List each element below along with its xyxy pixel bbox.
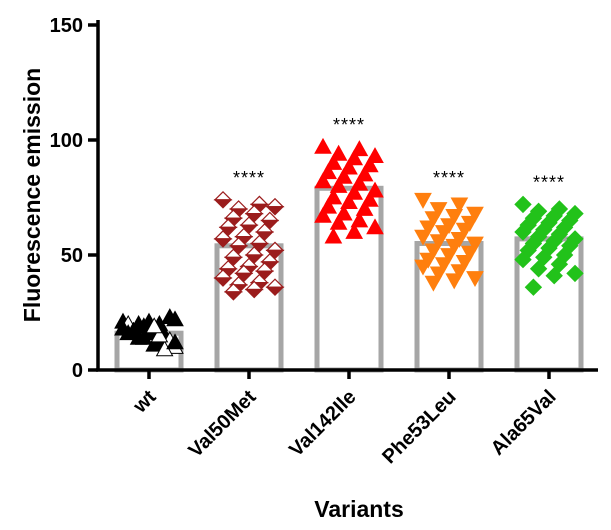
y-tick-label: 0: [72, 360, 83, 382]
data-point: [223, 282, 243, 301]
data-point: [524, 278, 543, 296]
data-point: [466, 271, 484, 288]
data-point: [244, 280, 264, 299]
significance-label: ****: [433, 168, 465, 188]
data-point: [455, 255, 474, 271]
data-point: [329, 213, 348, 230]
y-tick-label: 50: [61, 245, 83, 267]
data-point: [414, 192, 432, 209]
data-point: [514, 223, 532, 241]
data-point-bottom-half: [244, 288, 264, 299]
data-point: [429, 202, 448, 219]
data-point: [355, 199, 374, 216]
data-point: [114, 319, 132, 336]
data-point: [514, 195, 532, 214]
data-point: [450, 197, 469, 214]
data-point-top-half: [249, 195, 269, 205]
data-point-bottom-half: [265, 286, 285, 297]
x-tick-label: wt: [129, 386, 161, 418]
data-point-bottom-half: [223, 291, 243, 301]
x-tick-label: Val142Ile: [285, 386, 360, 461]
data-point: [345, 222, 364, 239]
data-point: [424, 211, 443, 228]
data-point: [366, 218, 384, 235]
data-point: [414, 259, 432, 276]
data-point: [455, 222, 474, 239]
data-point-top-half: [229, 200, 249, 210]
data-point: [166, 333, 184, 350]
data-point: [324, 227, 343, 244]
x-tick-label: Ala65Val: [487, 386, 561, 460]
data-point-bottom-half: [265, 206, 285, 216]
x-axis-title: Variants: [314, 496, 404, 522]
y-axis-title: Fluorescence emission: [19, 68, 45, 322]
data-point: [450, 264, 469, 281]
data-point: [419, 220, 438, 237]
data-point: [445, 238, 464, 255]
data-point: [545, 266, 563, 285]
data-point: [213, 190, 233, 209]
data-point: [314, 172, 332, 189]
data-point: [529, 260, 548, 278]
data-point: [234, 264, 254, 283]
data-point-top-half: [213, 190, 233, 201]
data-point: [249, 234, 269, 253]
data-point-top-half: [265, 197, 285, 208]
data-point: [314, 137, 332, 154]
data-point: [440, 248, 458, 265]
data-point: [314, 206, 332, 223]
significance-layer: **** **** **** ****: [233, 115, 565, 193]
data-point: [429, 234, 448, 251]
x-tick-label: Phe53Leu: [378, 386, 460, 468]
data-point: [265, 278, 285, 297]
data-point: [350, 211, 369, 228]
data-point: [445, 273, 464, 290]
data-point-bottom-half: [213, 277, 233, 287]
data-point: [124, 321, 143, 338]
x-tick-label: Val50Met: [184, 386, 260, 462]
data-point: [414, 229, 432, 246]
data-point: [424, 275, 443, 292]
data-point: [566, 264, 584, 283]
data-point: [329, 176, 348, 193]
data-point-bottom-half: [213, 199, 233, 209]
data-point: [265, 197, 285, 216]
y-tick-label: 100: [50, 130, 83, 152]
data-point: [213, 230, 233, 248]
y-ticks-layer: 0 50 100 150: [50, 15, 98, 382]
x-ticks-layer: wt Val50Met Val142Ile Phe53Leu Ala65Val: [129, 370, 561, 468]
data-point: [466, 236, 484, 253]
points-layer: [114, 137, 584, 357]
data-point: [340, 193, 358, 209]
data-point: [424, 243, 443, 260]
data-point: [514, 250, 532, 269]
data-point: [213, 269, 233, 287]
significance-label: ****: [233, 168, 265, 188]
data-point: [445, 209, 464, 225]
data-point-bottom-half: [213, 238, 233, 248]
data-point: [460, 245, 479, 262]
data-point: [160, 308, 179, 324]
axes-layer: [96, 20, 598, 372]
data-point: [150, 326, 169, 343]
data-point: [466, 206, 484, 223]
significance-label: ****: [333, 115, 365, 135]
y-tick-label: 150: [50, 15, 83, 37]
data-point: [434, 257, 453, 274]
significance-label: ****: [533, 172, 565, 192]
data-point: [434, 225, 453, 242]
data-point: [255, 223, 275, 241]
data-point: [429, 266, 448, 283]
data-point: [145, 317, 164, 334]
